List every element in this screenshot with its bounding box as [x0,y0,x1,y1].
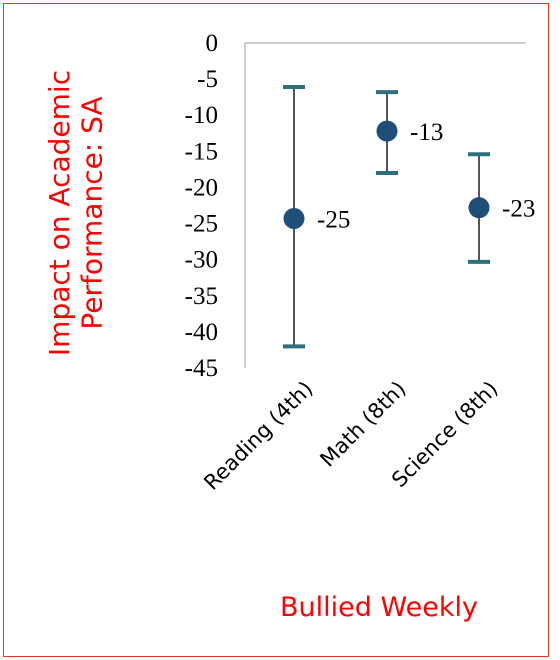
y-tick-label: -35 [185,283,218,310]
x-axis-title: Bullied Weekly [280,592,478,623]
y-tick-label: -40 [185,319,218,346]
data-label: -23 [502,196,535,223]
axes [244,42,526,368]
y-tick-label: -25 [185,211,218,238]
y-tick-label: -20 [185,174,218,201]
data-point [468,197,490,219]
y-axis-title-line: Impact on Academic [43,70,76,356]
series: -25 -13 -23 [283,85,535,349]
data-point [283,208,305,229]
data-point [376,120,398,142]
y-tick-labels: 0 -5 -10 -15 -20 -25 -30 -35 -40 -45 [185,30,218,382]
y-axis-title: Impact on AcademicPerformance: SA [43,70,108,356]
category-labels: Reading (4th)Math (8th)Science (8th) [199,377,502,495]
y-tick-label: 0 [206,30,219,57]
y-tick-label: -15 [185,138,218,165]
chart-frame [3,3,549,657]
y-tick-label: -30 [185,247,218,274]
y-axis-title-line: Performance: SA [75,96,108,329]
category-label: Reading (4th) [199,377,317,495]
data-label: -13 [410,119,443,146]
category-label: Math (8th) [315,377,410,472]
y-tick-label: -10 [185,102,218,129]
y-tick-label: -5 [197,66,218,93]
data-label: -25 [317,207,350,234]
y-tick-label: -45 [185,355,218,382]
